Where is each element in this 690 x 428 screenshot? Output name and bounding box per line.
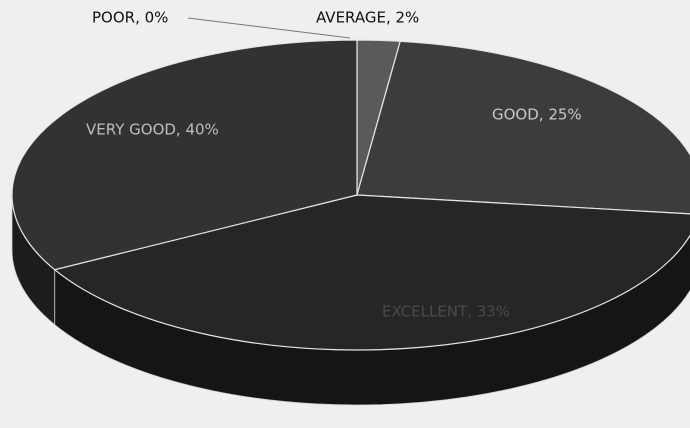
data-label: GOOD, 25% (492, 106, 582, 124)
leader-line (187, 17, 351, 39)
slice (356, 40, 690, 215)
data-label: VERY GOOD, 40% (86, 121, 219, 139)
slice (53, 194, 690, 351)
data-label: AVERAGE, 2% (316, 9, 419, 27)
data-label: POOR, 0% (92, 9, 168, 27)
data-label: EXCELLENT, 33% (382, 303, 510, 321)
slice (11, 39, 358, 271)
